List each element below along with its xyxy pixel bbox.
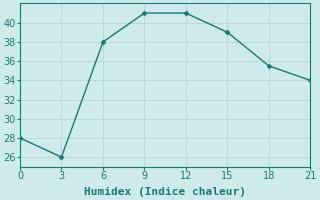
X-axis label: Humidex (Indice chaleur): Humidex (Indice chaleur) bbox=[84, 186, 246, 197]
